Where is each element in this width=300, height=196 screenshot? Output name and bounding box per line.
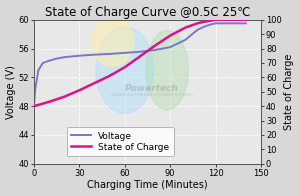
X-axis label: Charging Time (Minutes): Charging Time (Minutes)	[87, 181, 208, 191]
Ellipse shape	[96, 27, 154, 113]
Text: Powertech: Powertech	[125, 84, 179, 93]
Ellipse shape	[92, 16, 134, 67]
Y-axis label: Voltage (V): Voltage (V)	[6, 65, 16, 119]
Y-axis label: State of Charge: State of Charge	[284, 54, 294, 130]
Title: State of Charge Curve @0.5C 25℃: State of Charge Curve @0.5C 25℃	[45, 5, 250, 19]
Ellipse shape	[146, 31, 188, 110]
Legend: Voltage, State of Charge: Voltage, State of Charge	[67, 127, 174, 156]
Text: ADVANCED ENERGY STORAGE SYSTEMS: ADVANCED ENERGY STORAGE SYSTEMS	[111, 93, 193, 97]
